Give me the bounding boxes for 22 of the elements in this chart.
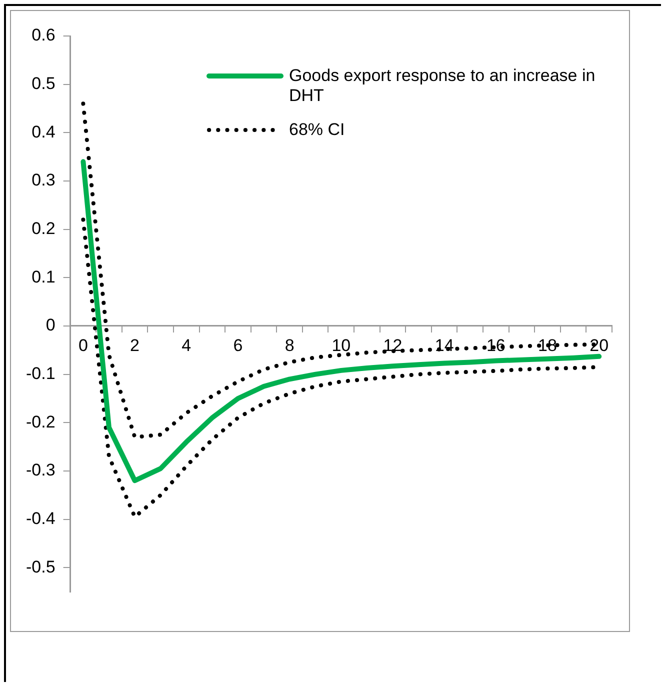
- y-tick-label: -0.3: [26, 460, 56, 480]
- y-tick-label: 0.4: [32, 122, 56, 142]
- y-tick-label: 0.2: [32, 219, 56, 238]
- x-tick-label: 10: [332, 336, 351, 355]
- y-tick-label: 0.3: [32, 170, 56, 190]
- y-tick-label: 0.5: [32, 74, 56, 94]
- legend-label: 68% CI: [289, 120, 345, 140]
- x-tick-label: 18: [538, 336, 557, 355]
- y-tick-label: -0.5: [26, 557, 56, 576]
- x-tick-label: 0: [78, 336, 88, 355]
- x-tick-label: 8: [284, 336, 294, 355]
- y-tick-label: 0.6: [32, 26, 56, 45]
- y-tick-label: -0.2: [26, 412, 56, 432]
- x-tick-label: 20: [590, 336, 609, 355]
- y-tick-label: 0: [46, 316, 56, 335]
- y-tick-label: -0.1: [26, 364, 56, 383]
- legend-label: Goods export response to an increase in DHT: [289, 66, 596, 106]
- y-tick-label: 0.1: [32, 267, 56, 286]
- x-tick-label: 6: [233, 336, 243, 355]
- x-tick-label: 2: [130, 336, 140, 355]
- x-tick-label: 4: [182, 336, 192, 355]
- y-tick-label: -0.4: [26, 508, 56, 528]
